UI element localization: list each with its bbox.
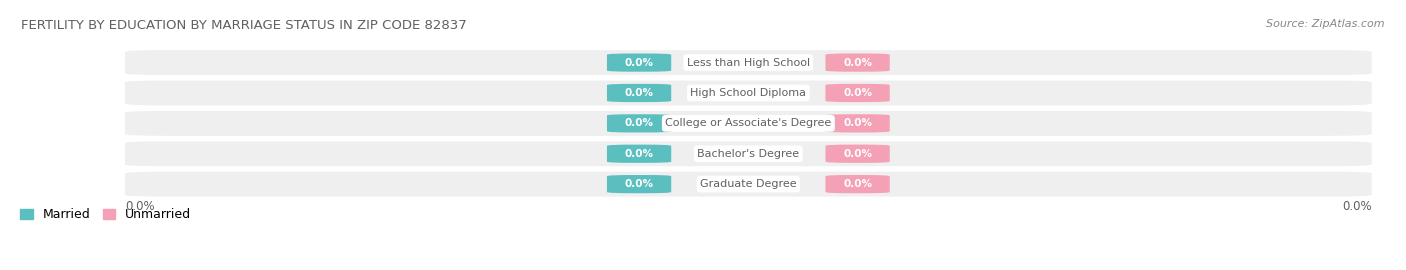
FancyBboxPatch shape — [125, 141, 1372, 166]
FancyBboxPatch shape — [607, 114, 671, 133]
Text: 0.0%: 0.0% — [624, 149, 654, 159]
FancyBboxPatch shape — [607, 53, 671, 72]
Text: 0.0%: 0.0% — [624, 58, 654, 68]
Text: 0.0%: 0.0% — [624, 88, 654, 98]
FancyBboxPatch shape — [125, 80, 1372, 105]
Text: College or Associate's Degree: College or Associate's Degree — [665, 118, 831, 128]
FancyBboxPatch shape — [825, 84, 890, 102]
FancyBboxPatch shape — [125, 172, 1372, 197]
Text: 0.0%: 0.0% — [844, 88, 872, 98]
Text: 0.0%: 0.0% — [125, 200, 155, 213]
FancyBboxPatch shape — [825, 114, 890, 133]
Text: 0.0%: 0.0% — [844, 118, 872, 128]
Text: 0.0%: 0.0% — [1343, 200, 1372, 213]
Legend: Married, Unmarried: Married, Unmarried — [15, 204, 197, 227]
Text: Bachelor's Degree: Bachelor's Degree — [697, 149, 800, 159]
Text: High School Diploma: High School Diploma — [690, 88, 807, 98]
Text: 0.0%: 0.0% — [844, 179, 872, 189]
FancyBboxPatch shape — [607, 175, 671, 193]
FancyBboxPatch shape — [125, 50, 1372, 75]
Text: 0.0%: 0.0% — [624, 118, 654, 128]
FancyBboxPatch shape — [825, 53, 890, 72]
Text: Less than High School: Less than High School — [686, 58, 810, 68]
Text: 0.0%: 0.0% — [844, 58, 872, 68]
FancyBboxPatch shape — [125, 111, 1372, 136]
Text: Source: ZipAtlas.com: Source: ZipAtlas.com — [1267, 19, 1385, 29]
FancyBboxPatch shape — [607, 145, 671, 163]
FancyBboxPatch shape — [607, 84, 671, 102]
Text: 0.0%: 0.0% — [624, 179, 654, 189]
Text: Graduate Degree: Graduate Degree — [700, 179, 797, 189]
FancyBboxPatch shape — [825, 145, 890, 163]
Text: FERTILITY BY EDUCATION BY MARRIAGE STATUS IN ZIP CODE 82837: FERTILITY BY EDUCATION BY MARRIAGE STATU… — [21, 19, 467, 32]
FancyBboxPatch shape — [825, 175, 890, 193]
Text: 0.0%: 0.0% — [844, 149, 872, 159]
